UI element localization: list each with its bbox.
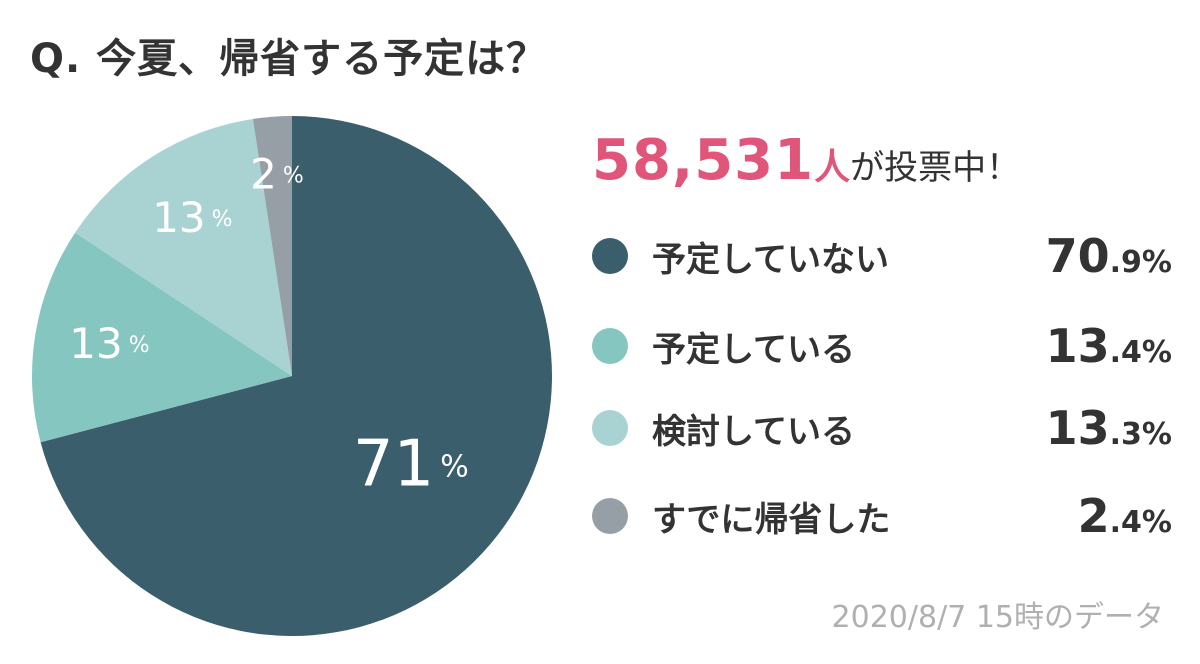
pie-label-3: 2% — [250, 149, 304, 198]
legend-label: 検討している — [652, 411, 855, 452]
vote-count-suffix: が投票中！ — [850, 148, 1021, 188]
pie-slice-3 — [252, 116, 292, 376]
legend-item-0: 予定していない 70.9% — [592, 226, 1172, 286]
legend-item-2: 検討している 13.3% — [592, 398, 1172, 458]
pie-slice-0 — [40, 116, 552, 636]
legend-swatch — [592, 410, 628, 446]
legend-label: すでに帰省した — [652, 499, 891, 540]
data-timestamp: 2020/8/7 15時のデータ — [831, 600, 1164, 635]
pie-chart: 71 % 13 % 13 % 2% — [31, 116, 552, 636]
pie-slice-2 — [75, 118, 292, 376]
legend-swatch — [592, 328, 628, 364]
pie-slice-1 — [31, 232, 292, 443]
legend-value: 2.4% — [1077, 489, 1172, 543]
vote-count-unit: 人 — [814, 147, 851, 188]
legend-label: 予定している — [652, 329, 855, 370]
legend-value: 13.4% — [1045, 319, 1172, 373]
legend-value: 70.9% — [1045, 229, 1172, 283]
legend-label: 予定していない — [652, 239, 889, 280]
legend-swatch — [592, 238, 628, 274]
legend-item-1: 予定している 13.4% — [592, 316, 1172, 376]
pie-label-1: 13% — [69, 318, 149, 367]
legend-swatch — [592, 498, 628, 534]
pie-label-0: 71% — [353, 427, 469, 501]
vote-count-banner: 58,531人が投票中！ — [592, 128, 1020, 193]
vote-count: 58,531 — [592, 128, 815, 193]
pie-label-2: 13% — [152, 193, 232, 242]
legend-value: 13.3% — [1045, 401, 1172, 455]
legend-item-3: すでに帰省した 2.4% — [592, 486, 1172, 546]
chart-title: Q. 今夏、帰省する予定は？ — [30, 36, 548, 82]
